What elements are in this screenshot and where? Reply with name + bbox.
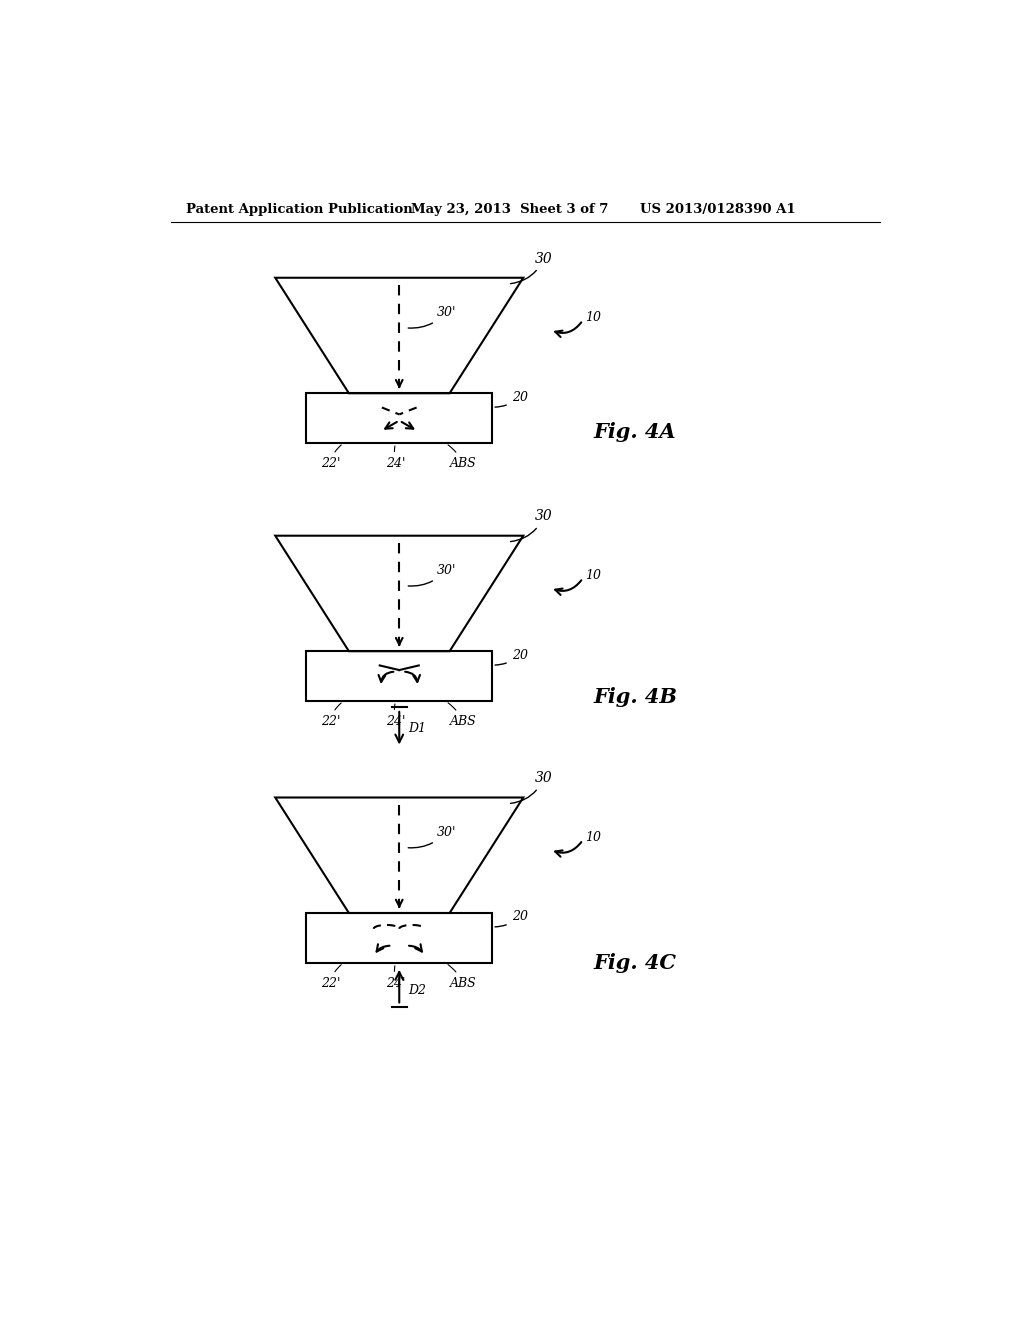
Text: 22': 22' — [321, 445, 341, 470]
Text: 30: 30 — [511, 771, 553, 804]
Text: 24': 24' — [386, 704, 406, 729]
Text: ABS: ABS — [449, 445, 476, 470]
Text: May 23, 2013  Sheet 3 of 7: May 23, 2013 Sheet 3 of 7 — [411, 203, 608, 216]
Text: D2: D2 — [409, 983, 427, 997]
Text: 10: 10 — [586, 569, 601, 582]
Text: D1: D1 — [409, 722, 427, 735]
Bar — [306, 913, 493, 964]
Text: Patent Application Publication: Patent Application Publication — [186, 203, 413, 216]
Text: 30': 30' — [409, 825, 456, 847]
Text: ABS: ABS — [449, 965, 476, 990]
Text: Fig. 4A: Fig. 4A — [593, 422, 676, 442]
Text: 22': 22' — [321, 704, 341, 729]
Bar — [306, 393, 493, 444]
Text: 30: 30 — [511, 252, 553, 284]
Text: 20: 20 — [495, 648, 527, 665]
Text: 10: 10 — [586, 832, 601, 843]
Text: 20: 20 — [495, 911, 527, 927]
Text: 20: 20 — [495, 391, 527, 407]
Text: 30': 30' — [409, 306, 456, 329]
Text: 30: 30 — [511, 510, 553, 541]
Text: Fig. 4C: Fig. 4C — [593, 953, 676, 973]
Text: 30': 30' — [409, 564, 456, 586]
Text: 10: 10 — [586, 312, 601, 325]
Text: 24': 24' — [386, 446, 406, 470]
Bar — [306, 651, 493, 701]
Text: 24': 24' — [386, 966, 406, 990]
Text: 22': 22' — [321, 965, 341, 990]
Text: US 2013/0128390 A1: US 2013/0128390 A1 — [640, 203, 795, 216]
Text: Fig. 4B: Fig. 4B — [593, 688, 677, 708]
Text: ABS: ABS — [449, 702, 476, 729]
